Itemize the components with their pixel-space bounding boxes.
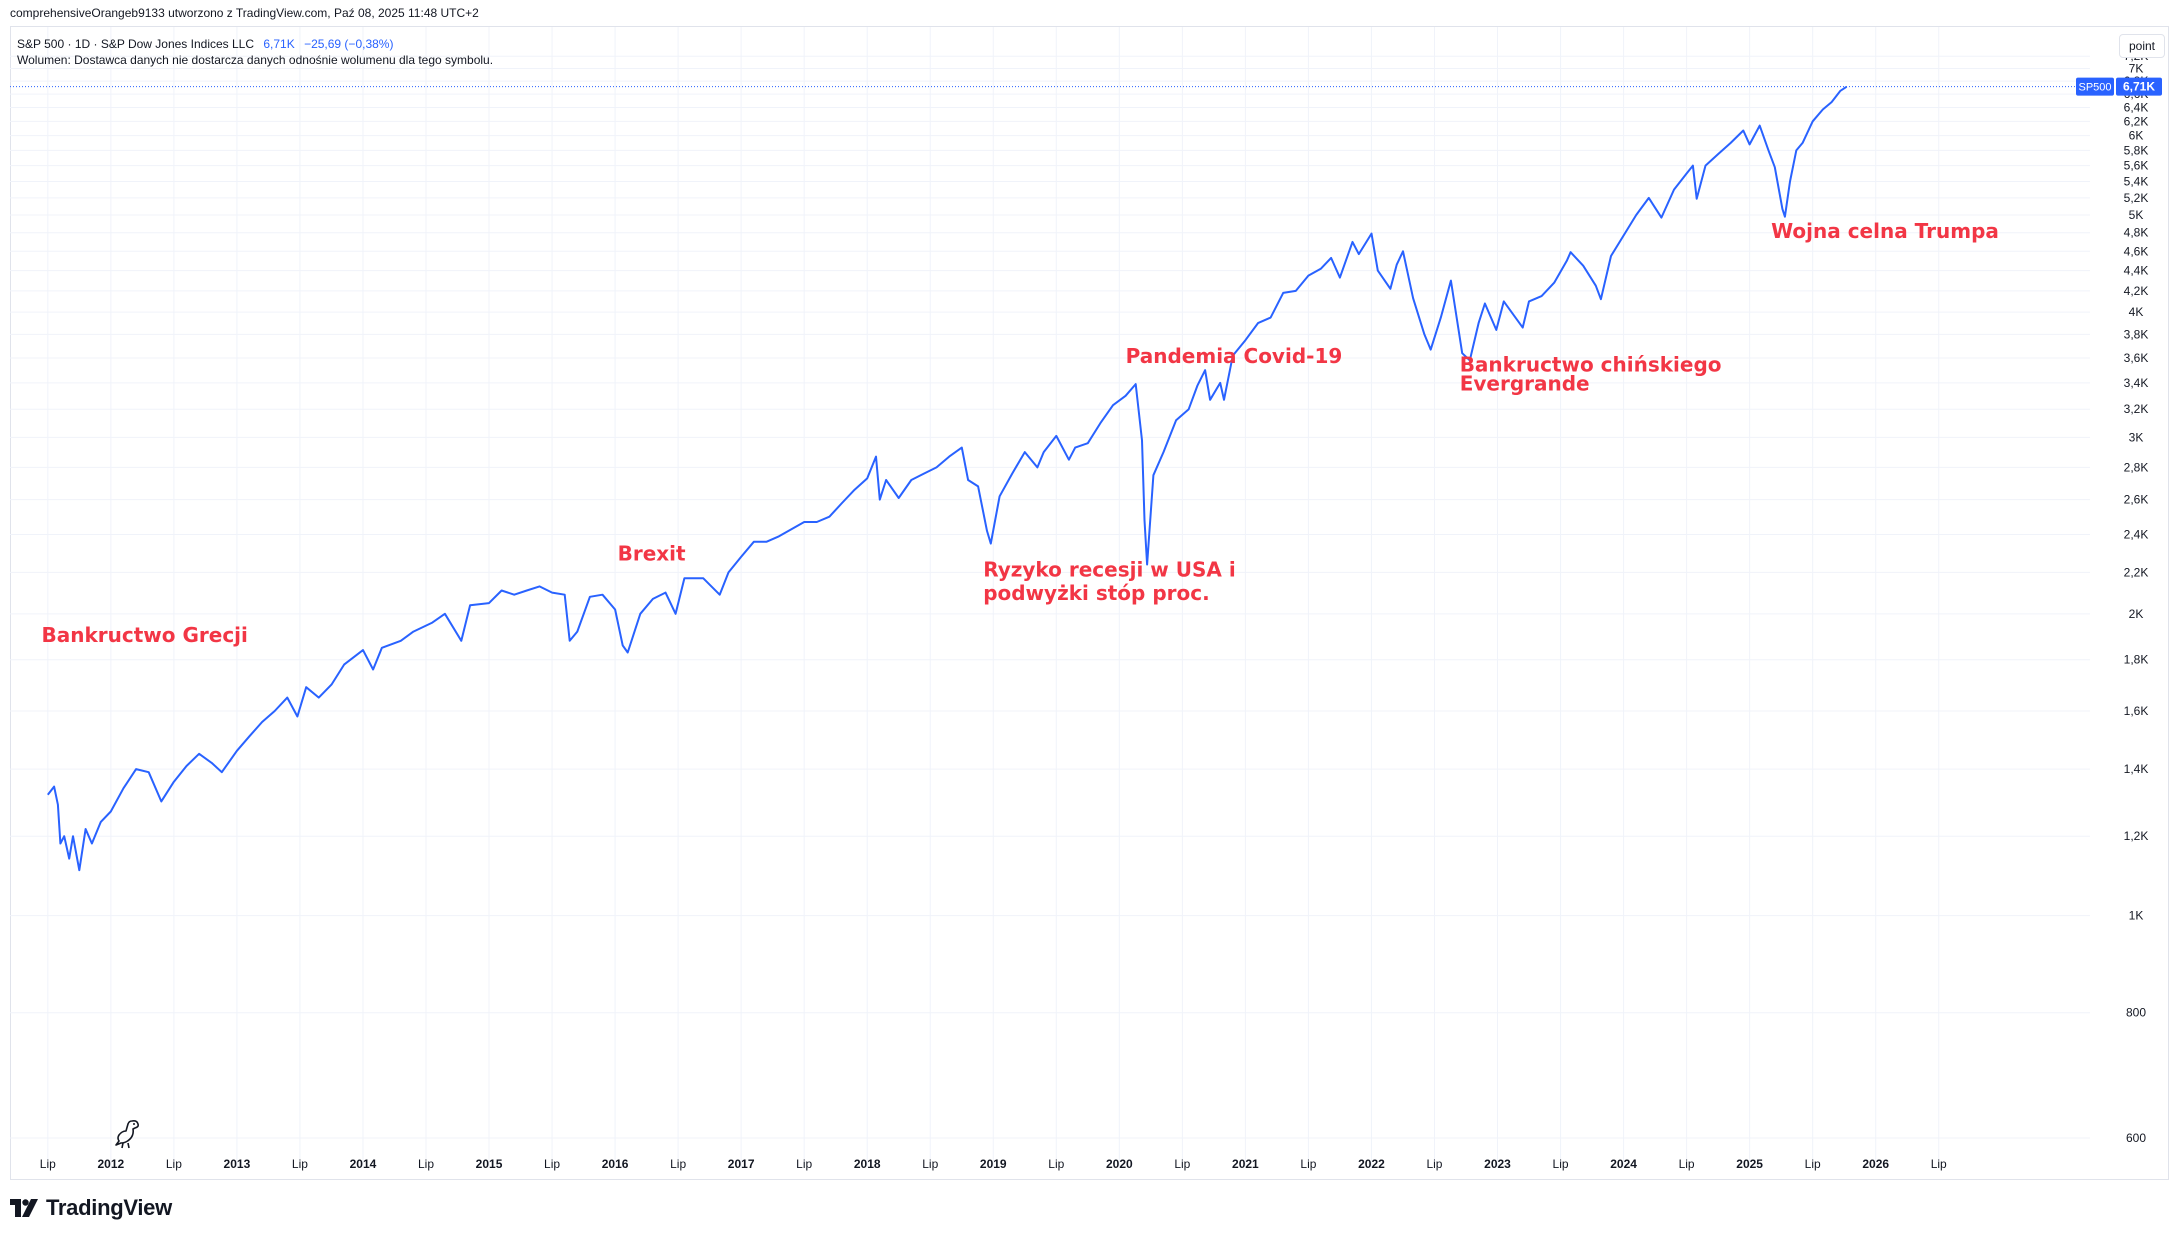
tradingview-logo[interactable]: TradingView xyxy=(10,1194,172,1222)
symbol-name: S&P 500 · 1D · S&P Dow Jones Indices LLC xyxy=(17,37,255,51)
y-tick-label: 7K xyxy=(2129,61,2144,75)
y-tick-label: 3,8K xyxy=(2124,327,2149,341)
x-tick-label: Lip xyxy=(40,1157,56,1171)
chart-annotation[interactable]: Bankructwo Grecji xyxy=(42,623,248,647)
y-tick-label: 4K xyxy=(2129,305,2144,319)
chart-annotation[interactable]: podwyżki stóp proc. xyxy=(983,581,1210,605)
y-tick-label: 4,6K xyxy=(2124,244,2149,258)
y-tick-label: 2,6K xyxy=(2124,493,2149,507)
x-tick-label: 2022 xyxy=(1358,1157,1385,1171)
price-tag-value-bg xyxy=(2116,77,2162,96)
symbol-legend[interactable]: S&P 500 · 1D · S&P Dow Jones Indices LLC… xyxy=(17,35,393,53)
chart-annotation[interactable]: Ryzyko recesji w USA i xyxy=(983,557,1236,581)
price-tag: SP500 6,71K xyxy=(2076,77,2162,96)
x-tick-label: 2019 xyxy=(980,1157,1007,1171)
chart-annotation[interactable]: Pandemia Covid-19 xyxy=(1126,344,1343,368)
chart-annotation[interactable]: Wojna celna Trumpa xyxy=(1771,219,1999,243)
x-tick-label: Lip xyxy=(418,1157,434,1171)
x-tick-label: 2018 xyxy=(854,1157,881,1171)
chart-frame xyxy=(10,26,2169,1180)
y-tick-label: 5K xyxy=(2129,208,2144,222)
x-tick-label: Lip xyxy=(166,1157,182,1171)
x-tick-label: 2016 xyxy=(602,1157,629,1171)
y-tick-label: 3K xyxy=(2129,430,2144,444)
x-tick-label: Lip xyxy=(1931,1157,1947,1171)
y-tick-label: 5,2K xyxy=(2124,191,2149,205)
price-tag-symbol-bg xyxy=(2076,77,2114,96)
y-tick-label: 3,4K xyxy=(2124,376,2149,390)
price-tag-value: 6,71K xyxy=(2123,80,2155,94)
price-change: −25,69 (−0,38%) xyxy=(304,37,394,51)
x-tick-label: 2017 xyxy=(728,1157,755,1171)
y-tick-label: 6K xyxy=(2129,129,2144,143)
x-tick-label: 2025 xyxy=(1736,1157,1763,1171)
annotations: Bankructwo Grecji Brexit Ryzyko recesji w … xyxy=(42,219,1999,647)
y-tick-label: 1K xyxy=(2129,909,2144,923)
x-tick-label: Lip xyxy=(544,1157,560,1171)
x-tick-label: 2024 xyxy=(1610,1157,1637,1171)
x-tick-label: 2021 xyxy=(1232,1157,1259,1171)
x-tick-label: Lip xyxy=(670,1157,686,1171)
series-line xyxy=(47,85,1848,872)
y-tick-label: 4,2K xyxy=(2124,284,2149,298)
brand-name: TradingView xyxy=(46,1195,172,1220)
price-tag-symbol: SP500 xyxy=(2078,82,2111,94)
chart-annotation[interactable]: Bankructwo chińskiego xyxy=(1460,352,1722,376)
tradingview-logo-icon xyxy=(10,1199,38,1217)
y-tick-label: 2K xyxy=(2129,607,2144,621)
y-tick-label: 600 xyxy=(2126,1131,2146,1145)
y-tick-label: 800 xyxy=(2126,1006,2146,1020)
y-tick-label: 2,2K xyxy=(2124,565,2149,579)
x-tick-label: Lip xyxy=(922,1157,938,1171)
x-tick-label: Lip xyxy=(1174,1157,1190,1171)
y-axis: 600 800 1K 1,2K 1,4K 1,6K 1,8K 2K 2,2K 2,4K 2,6K 2,… xyxy=(2124,49,2149,1145)
y-tick-label: 4,4K xyxy=(2124,264,2149,278)
x-tick-label: Lip xyxy=(1300,1157,1316,1171)
x-tick-label: 2023 xyxy=(1484,1157,1511,1171)
x-tick-label: Lip xyxy=(796,1157,812,1171)
y-tick-label: 5,4K xyxy=(2124,174,2149,188)
x-axis: Lip 2012 Lip 2013 Lip 2014 Lip 2015 Lip 2016 Lip 20… xyxy=(40,1157,1947,1171)
x-tick-label: Lip xyxy=(1805,1157,1821,1171)
x-tick-label: 2012 xyxy=(97,1157,124,1171)
y-tick-label: 2,4K xyxy=(2124,527,2149,541)
x-tick-label: 2013 xyxy=(224,1157,251,1171)
chart-annotation[interactable]: Evergrande xyxy=(1460,372,1590,396)
y-tick-label: 1,4K xyxy=(2124,762,2149,776)
volume-note: Wolumen: Dostawca danych nie dostarcza d… xyxy=(17,53,494,67)
x-tick-label: 2026 xyxy=(1862,1157,1889,1171)
last-value: 6,71K xyxy=(263,37,295,51)
y-tick-label: 5,8K xyxy=(2124,143,2149,157)
y-tick-label: 3,2K xyxy=(2124,402,2149,416)
x-tick-label: Lip xyxy=(1553,1157,1569,1171)
y-tick-label: 6,4K xyxy=(2124,101,2149,115)
dino-icon[interactable] xyxy=(114,1118,142,1150)
x-tick-label: 2020 xyxy=(1106,1157,1133,1171)
y-tick-label: 6,2K xyxy=(2124,114,2149,128)
y-tick-label: 2,8K xyxy=(2124,460,2149,474)
x-tick-label: Lip xyxy=(1679,1157,1695,1171)
y-tick-label: 1,6K xyxy=(2124,704,2149,718)
x-tick-label: 2014 xyxy=(350,1157,377,1171)
y-tick-label: 1,8K xyxy=(2124,653,2149,667)
y-tick-label: 1,2K xyxy=(2124,829,2149,843)
x-tick-label: Lip xyxy=(1426,1157,1442,1171)
chart-attribution: comprehensiveOrangeb9133 utworzono z Tra… xyxy=(10,6,479,20)
chart-annotation[interactable]: Brexit xyxy=(618,542,686,566)
x-tick-label: 2015 xyxy=(476,1157,503,1171)
scale-mode-button[interactable]: point xyxy=(2119,34,2165,58)
y-tick-label: 5,6K xyxy=(2124,159,2149,173)
y-tick-label: 4,8K xyxy=(2124,226,2149,240)
x-tick-label: Lip xyxy=(1048,1157,1064,1171)
x-tick-label: Lip xyxy=(292,1157,308,1171)
grid-lines xyxy=(10,27,2090,1168)
y-tick-label: 3,6K xyxy=(2124,351,2149,365)
